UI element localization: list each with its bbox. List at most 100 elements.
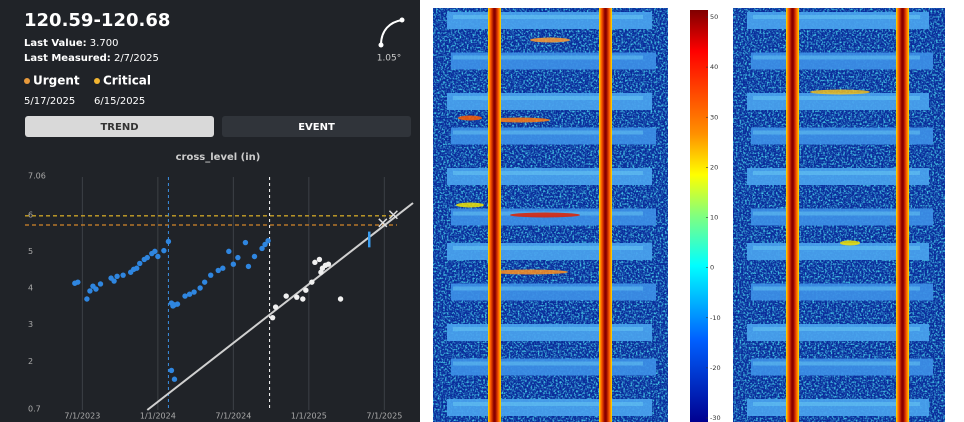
tie: [451, 127, 656, 145]
last-value: Last Value: 3.700: [24, 38, 118, 49]
data-point: [303, 287, 309, 293]
data-point: [111, 278, 117, 284]
data-point: [337, 296, 344, 302]
data-point: [215, 267, 221, 274]
data-point: [269, 314, 276, 321]
data-point: [242, 239, 249, 246]
x-tick-label: 1/1/2024: [140, 412, 176, 421]
tie-highlight: [753, 15, 920, 19]
colorbar-tick-label: 50: [710, 13, 718, 21]
data-point: [316, 256, 323, 263]
data-point: [75, 279, 81, 285]
tie-highlight: [753, 246, 920, 250]
surface-defect: [492, 269, 568, 275]
data-point: [93, 286, 99, 292]
data-point: [84, 296, 90, 302]
heatmap-image: [433, 8, 668, 422]
tie: [447, 93, 652, 110]
tie-highlight: [453, 15, 643, 19]
data-point: [165, 238, 172, 245]
data-point: [191, 289, 197, 295]
rail: [488, 8, 501, 422]
tie-highlight: [753, 171, 920, 175]
chart-title: cross_level (in): [176, 152, 261, 163]
surface-defect: [840, 240, 860, 246]
y-tick-label: 2: [28, 357, 33, 366]
data-point: [114, 273, 120, 279]
data-point: [97, 281, 104, 287]
data-point: [208, 272, 214, 278]
data-point: [171, 376, 178, 382]
tie-highlight: [753, 211, 920, 216]
x-tick-label: 7/1/2024: [215, 412, 251, 421]
tab[interactable]: [25, 116, 214, 137]
data-point: [312, 259, 318, 266]
data-point: [325, 261, 332, 267]
alert-date: 5/17/2025: [24, 96, 75, 107]
colorbar-tick-label: 40: [710, 63, 718, 71]
angle-icon: [380, 19, 403, 46]
surface-defect: [456, 202, 484, 208]
tie-highlight: [753, 327, 920, 331]
data-point: [251, 253, 258, 260]
surface-defect: [810, 89, 870, 95]
tie-highlight: [753, 96, 920, 100]
data-point: [186, 291, 193, 297]
data-point: [300, 296, 306, 302]
rail: [786, 8, 799, 422]
tab[interactable]: [222, 116, 411, 137]
rail: [896, 8, 909, 422]
tab-label[interactable]: TREND: [100, 122, 138, 133]
last-measured-label: Last Measured:: [24, 53, 111, 64]
tie-highlight: [753, 55, 920, 60]
colorbar-tick-label: 0: [710, 264, 714, 272]
data-point: [144, 254, 150, 261]
data-point: [201, 279, 208, 285]
projection-marker: [388, 210, 398, 220]
data-point: [230, 261, 237, 267]
data-point: [220, 265, 226, 271]
colorbar: [690, 10, 708, 422]
data-point: [155, 253, 161, 260]
tie-highlight: [453, 171, 643, 175]
data-point: [283, 293, 289, 299]
tie-highlight: [453, 246, 643, 250]
tie: [447, 12, 652, 29]
data-point: [152, 248, 158, 255]
angle-icon-dot: [399, 17, 405, 23]
y-tick-label: 5: [28, 247, 33, 256]
data-point: [120, 272, 126, 278]
last-measured: Last Measured: 2/7/2025: [24, 53, 159, 64]
alert-date: 6/15/2025: [94, 96, 145, 107]
angle-icon-dot: [378, 42, 384, 48]
y-tick-label: 6: [28, 210, 33, 219]
alert-label: Critical: [103, 74, 151, 88]
tie-highlight: [453, 361, 643, 366]
x-tick-label: 7/1/2023: [64, 412, 100, 421]
tie-highlight: [453, 327, 643, 331]
tie-highlight: [453, 96, 643, 100]
data-point: [182, 293, 188, 299]
data-point: [245, 263, 252, 270]
tie-highlight: [453, 55, 643, 60]
tie: [447, 168, 652, 185]
last-value-label: Last Value:: [24, 38, 87, 49]
colorbar-tick-label: -20: [710, 364, 721, 372]
surface-defect: [490, 117, 550, 123]
data-point: [235, 254, 241, 261]
colorbar-tick-label: 20: [710, 163, 718, 171]
tab-label[interactable]: EVENT: [298, 122, 335, 133]
y-tick-label: 0.7: [28, 405, 41, 414]
data-point: [265, 238, 271, 244]
tie: [447, 399, 652, 416]
data-point: [272, 304, 279, 310]
tie-highlight: [753, 402, 920, 406]
alert-dot: [94, 78, 100, 84]
angle-value: 1.05°: [377, 54, 402, 64]
projection-marker: [378, 218, 388, 228]
tie: [447, 243, 652, 260]
data-point: [309, 279, 315, 285]
tie-highlight: [453, 130, 643, 135]
